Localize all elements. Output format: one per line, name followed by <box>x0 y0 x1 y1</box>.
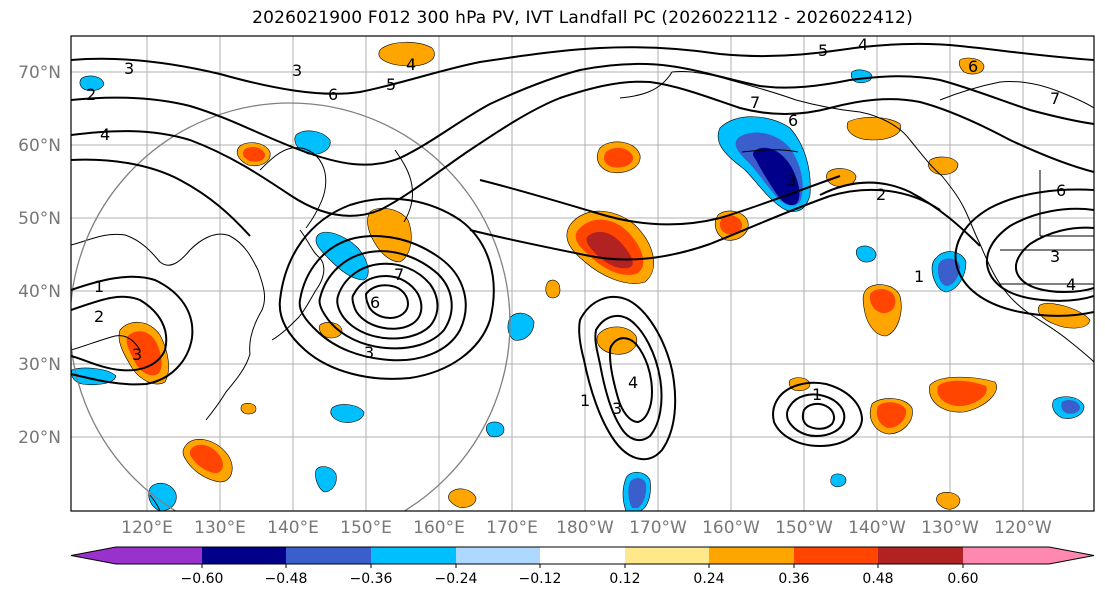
latitude-label: 30°N <box>18 355 61 375</box>
colorbar-tick-label: 0.36 <box>778 571 809 587</box>
contour-label: 1 <box>580 391 590 410</box>
contour-label: 5 <box>386 75 396 94</box>
contour-label: 4 <box>1066 275 1076 294</box>
colorbar-segment <box>794 547 878 564</box>
contour-label: 2 <box>94 307 104 326</box>
colorbar-tick-label: 0.60 <box>947 571 978 587</box>
colorbar-tick-label: 0.24 <box>693 571 724 587</box>
contour-label: 3 <box>124 59 134 78</box>
colorbar-segment <box>371 547 456 564</box>
contour-label: 3 <box>612 399 622 418</box>
colorbar-segment <box>625 547 709 564</box>
colorbar-tick-label: −0.12 <box>519 571 562 587</box>
longitude-label: 130°E <box>194 518 246 538</box>
contour-label: 4 <box>628 373 638 392</box>
colorbar-extend-low <box>71 547 202 564</box>
contour-label: 3 <box>292 61 302 80</box>
longitude-label: 120°W <box>994 518 1052 538</box>
contour-label: 6 <box>968 57 978 76</box>
longitude-label: 170°E <box>486 518 538 538</box>
contour-label: 7 <box>1050 89 1060 108</box>
contour-label: 3 <box>132 345 142 364</box>
contour-label: 2 <box>86 85 96 104</box>
latitude-label: 20°N <box>18 428 61 448</box>
colorbar-segment <box>286 547 371 564</box>
contour-label: 4 <box>406 55 416 74</box>
contour-label: 1 <box>94 277 104 296</box>
map-background <box>71 36 1094 511</box>
landfall-radius-circle <box>71 102 511 511</box>
latitude-label: 60°N <box>18 136 61 156</box>
latitude-labels: 70°N 60°N 50°N 40°N 30°N 20°N <box>18 63 61 448</box>
colorbar-tick-label: −0.60 <box>181 571 224 587</box>
pv-contour-labels: 3 2 4 3 5 6 4 1 2 3 3 6 7 1 3 4 1 5 4 7 … <box>86 35 1076 418</box>
map-frame <box>70 35 1095 512</box>
contour-label: 4 <box>858 35 868 54</box>
longitude-label: 120°E <box>121 518 173 538</box>
colorbar-outline <box>70 546 1095 565</box>
contour-label: 3 <box>786 171 796 190</box>
colorbar-tick-label: −0.24 <box>435 571 478 587</box>
longitude-label: 160°E <box>413 518 465 538</box>
contour-label: 6 <box>328 85 338 104</box>
colorbar-extend-high <box>963 547 1094 564</box>
contour-label: 7 <box>750 93 760 112</box>
contour-label: 6 <box>788 111 798 130</box>
longitude-label: 160°W <box>702 518 760 538</box>
contour-label: 1 <box>812 385 822 404</box>
longitude-label: 170°W <box>629 518 687 538</box>
colorbar-segment <box>878 547 963 564</box>
contour-label: 5 <box>818 41 828 60</box>
longitude-label: 150°W <box>775 518 833 538</box>
longitude-labels: 120°E 130°E 140°E 150°E 160°E 170°E 180°W 170°W… <box>121 518 1052 538</box>
longitude-label: 140°E <box>267 518 319 538</box>
longitude-label: 140°W <box>848 518 906 538</box>
contour-label: 2 <box>876 185 886 204</box>
colorbar: −0.60 −0.48 −0.36 −0.24 −0.12 0.12 0.24 0.36 0.4… <box>70 546 1095 587</box>
longitude-label: 150°E <box>340 518 392 538</box>
graticule <box>71 36 1094 511</box>
longitude-label: 180°W <box>556 518 614 538</box>
colorbar-segment <box>202 547 286 564</box>
colorbar-tick-label: 0.12 <box>609 571 640 587</box>
latitude-label: 70°N <box>18 63 61 83</box>
colorbar-segment <box>456 547 540 564</box>
colorbar-segment <box>709 547 794 564</box>
latitude-label: 50°N <box>18 209 61 229</box>
map-title: 2026021900 F012 300 hPa PV, IVT Landfall… <box>252 8 913 28</box>
longitude-label: 130°W <box>921 518 979 538</box>
contour-label: 3 <box>1050 247 1060 266</box>
pv-contours <box>71 42 1094 460</box>
latitude-label: 40°N <box>18 282 61 302</box>
colorbar-tick-label: −0.36 <box>350 571 393 587</box>
contour-label: 6 <box>370 293 380 312</box>
colorbar-tick-label: −0.48 <box>265 571 308 587</box>
colorbar-tick-label: 0.48 <box>862 571 893 587</box>
contour-label: 6 <box>1056 181 1066 200</box>
colorbar-segment <box>540 547 625 564</box>
contour-label: 7 <box>394 265 404 284</box>
contour-label: 1 <box>914 267 924 286</box>
contour-label: 3 <box>364 343 374 362</box>
contour-label: 4 <box>100 125 110 144</box>
